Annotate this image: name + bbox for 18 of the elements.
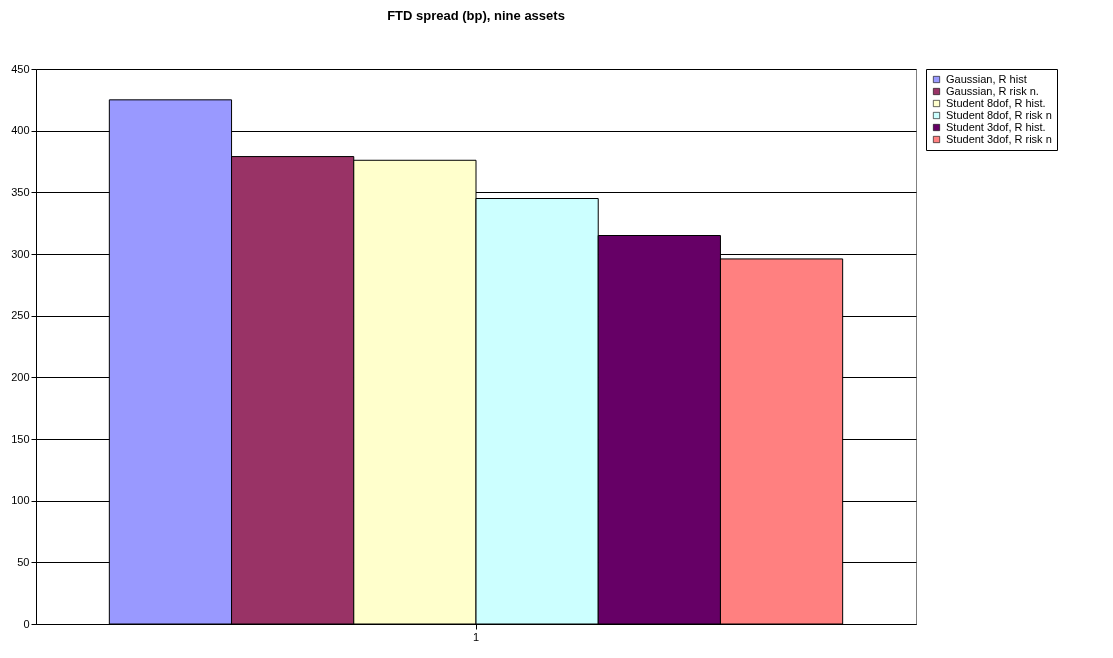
y-tick-label: 400 [11, 124, 30, 137]
y-tick-label: 150 [11, 432, 30, 445]
chart-title: FTD spread (bp), nine assets [387, 8, 565, 23]
y-tick-label: 200 [11, 370, 30, 383]
y-tick-label: 450 [11, 62, 30, 75]
y-tick-label: 0 [23, 617, 30, 630]
legend-label: Gaussian, R risk n. [946, 84, 1039, 97]
legend-label: Student 3dof, R risk n [946, 132, 1052, 145]
legend-label: Student 8dof, R hist. [946, 96, 1046, 109]
y-tick-label: 350 [11, 185, 30, 198]
y-tick-label: 250 [11, 309, 30, 322]
legend-label: Gaussian, R hist [946, 72, 1027, 85]
y-tick-label: 100 [11, 494, 30, 507]
y-tick-label: 50 [17, 555, 30, 568]
legend-label: Student 3dof, R hist. [946, 120, 1046, 133]
legend-label: Student 8dof, R risk n [946, 108, 1052, 121]
x-tick-label: 1 [472, 630, 480, 643]
y-tick-label: 300 [11, 247, 30, 260]
